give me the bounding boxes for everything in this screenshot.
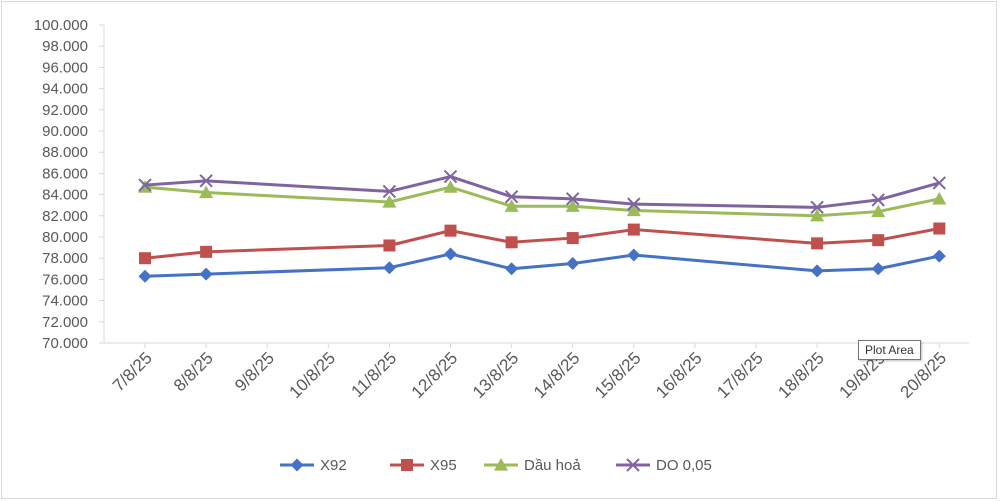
data-point[interactable] xyxy=(811,237,824,250)
data-point[interactable] xyxy=(505,236,518,249)
y-tick-label: 100.000 xyxy=(34,17,88,34)
x-tick-label: 14/8/25 xyxy=(530,348,584,402)
x-tick-label: 12/8/25 xyxy=(408,348,462,402)
data-point[interactable] xyxy=(443,169,458,184)
data-point[interactable] xyxy=(932,191,947,205)
x-tick-label: 10/8/25 xyxy=(286,348,340,402)
x-tick-label: 18/8/25 xyxy=(774,348,828,402)
data-point[interactable] xyxy=(138,269,152,283)
data-point[interactable] xyxy=(199,174,213,188)
data-point[interactable] xyxy=(627,197,641,211)
y-tick-label: 98.000 xyxy=(42,38,88,55)
data-point[interactable] xyxy=(871,262,885,276)
y-tick-label: 72.000 xyxy=(42,314,88,331)
data-point[interactable] xyxy=(139,252,151,265)
data-point[interactable] xyxy=(565,192,580,206)
data-point[interactable] xyxy=(627,248,641,262)
y-tick-label: 96.000 xyxy=(42,59,88,76)
y-tick-label: 78.000 xyxy=(42,250,88,267)
y-axis: 70.000 72.000 74.000 76.000 78.000 80.000 82.0… xyxy=(34,17,105,352)
series-line[interactable] xyxy=(144,227,940,260)
y-tick-label: 74.000 xyxy=(42,293,88,310)
y-tick-label: 88.000 xyxy=(42,144,88,161)
series-d-u-ho-[interactable] xyxy=(138,180,947,222)
data-point[interactable] xyxy=(382,261,396,275)
legend-item[interactable]: X92 xyxy=(280,457,347,474)
legend-label: X92 xyxy=(320,457,347,474)
x-tick-label: 7/8/25 xyxy=(109,348,156,395)
data-point[interactable] xyxy=(505,262,519,276)
y-tick-label: 80.000 xyxy=(42,229,88,246)
x-tick-label: 11/8/25 xyxy=(348,348,401,401)
data-point[interactable] xyxy=(626,458,640,472)
data-point[interactable] xyxy=(382,184,397,199)
legend-label: DO 0,05 xyxy=(656,457,712,474)
data-point[interactable] xyxy=(566,257,580,270)
series-do-0-05[interactable] xyxy=(138,169,947,215)
data-point[interactable] xyxy=(200,245,213,258)
x-tick-label: 9/8/25 xyxy=(231,348,278,395)
data-point[interactable] xyxy=(444,224,457,237)
data-point[interactable] xyxy=(138,178,152,192)
data-point[interactable] xyxy=(383,239,396,252)
x-tick-label: 16/8/25 xyxy=(652,348,706,402)
data-point[interactable] xyxy=(933,222,946,235)
y-tick-label: 70.000 xyxy=(42,335,88,352)
y-tick-label: 76.000 xyxy=(42,271,88,288)
plot-area-tooltip: Plot Area xyxy=(858,340,921,360)
series-line[interactable] xyxy=(144,175,940,209)
legend-label: Dầu hoả xyxy=(524,457,581,474)
x-axis: 7/8/25 8/8/25 9/8/25 10/8/25 11/8/25 12/8/25 1… xyxy=(104,342,970,402)
data-point[interactable] xyxy=(566,232,579,245)
series-layer[interactable] xyxy=(138,169,947,283)
data-point[interactable] xyxy=(401,459,413,471)
y-tick-label: 92.000 xyxy=(42,102,88,119)
data-point[interactable] xyxy=(444,247,457,261)
y-tick-label: 86.000 xyxy=(42,165,88,182)
data-point[interactable] xyxy=(810,208,825,222)
data-point[interactable] xyxy=(443,180,458,193)
data-point[interactable] xyxy=(871,193,885,207)
x-tick-label: 8/8/25 xyxy=(170,348,217,395)
data-point[interactable] xyxy=(626,203,641,217)
series-line[interactable] xyxy=(144,252,940,278)
x-tick-label: 15/8/25 xyxy=(591,348,645,402)
y-tick-label: 82.000 xyxy=(42,208,88,225)
legend-item[interactable]: Dầu hoả xyxy=(484,457,581,474)
data-point[interactable] xyxy=(199,267,213,281)
x-tick-label: 13/8/25 xyxy=(469,348,523,402)
data-point[interactable] xyxy=(932,176,947,190)
x-tick-label: 17/8/25 xyxy=(713,348,767,402)
data-point[interactable] xyxy=(504,190,519,204)
data-point[interactable] xyxy=(290,458,304,472)
legend-label: X95 xyxy=(430,457,457,474)
y-tick-label: 90.000 xyxy=(42,123,88,140)
data-point[interactable] xyxy=(565,199,580,212)
data-point[interactable] xyxy=(872,234,885,247)
series-line[interactable] xyxy=(144,185,940,218)
data-point[interactable] xyxy=(199,185,214,199)
legend-item[interactable]: DO 0,05 xyxy=(616,457,712,474)
y-tick-label: 84.000 xyxy=(42,187,88,204)
legend-item[interactable]: X95 xyxy=(390,457,457,474)
data-point[interactable] xyxy=(810,264,824,278)
data-point[interactable] xyxy=(627,223,640,236)
data-point[interactable] xyxy=(932,249,946,263)
data-point[interactable] xyxy=(810,200,824,215)
series-x92[interactable] xyxy=(138,247,946,283)
data-point[interactable] xyxy=(871,204,886,218)
data-point[interactable] xyxy=(494,458,508,471)
y-tick-label: 94.000 xyxy=(42,81,88,98)
data-point[interactable] xyxy=(504,199,519,212)
series-x95[interactable] xyxy=(139,222,946,265)
data-point[interactable] xyxy=(382,195,397,208)
legend: X92 X95 Dầu hoả DO 0,05 xyxy=(280,457,712,474)
